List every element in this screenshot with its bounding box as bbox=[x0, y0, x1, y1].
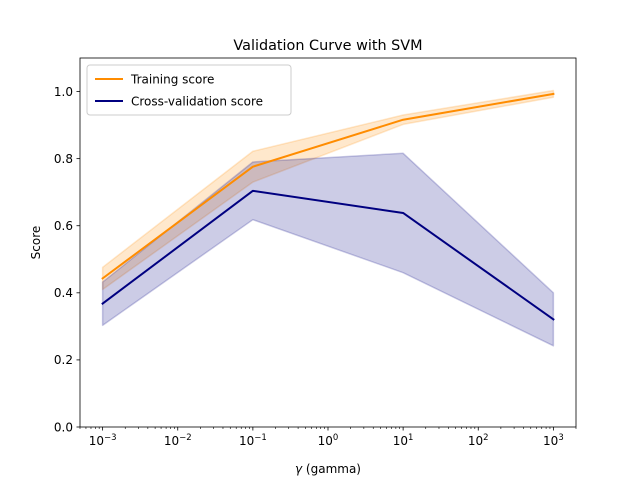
legend-label-0: Training score bbox=[130, 72, 214, 86]
x-tick-label-6: 103 bbox=[543, 433, 564, 448]
legend-label-1: Cross-validation score bbox=[131, 94, 263, 108]
legend-box bbox=[86, 64, 292, 116]
x-axis: 10−3 10−2 10−1 100 101 102 103 bbox=[79, 427, 577, 448]
y-tick-label-2: 0.4 bbox=[54, 286, 73, 300]
legend: Training score Cross-validation score bbox=[86, 64, 292, 116]
x-tick-label-base: 10 bbox=[318, 434, 333, 448]
score-line-series-1 bbox=[101, 189, 555, 321]
x-tick-label-2: 10−1 bbox=[239, 433, 267, 448]
x-tick-label-exponent: 1 bbox=[408, 433, 413, 443]
x-tick-label-exponent: 0 bbox=[333, 433, 338, 443]
y-axis: 0.0 0.2 0.4 0.6 0.8 1.0 bbox=[54, 85, 80, 434]
plot-area bbox=[101, 89, 555, 347]
y-tick-label-5: 1.0 bbox=[54, 85, 73, 99]
x-tick-label-base: 10 bbox=[468, 434, 483, 448]
score-line-series-0 bbox=[101, 92, 555, 280]
y-tick-label-0: 0.0 bbox=[54, 420, 73, 434]
x-tick-label-exponent: 3 bbox=[558, 433, 563, 443]
x-tick-label-5: 102 bbox=[468, 433, 489, 448]
x-tick-label-3: 100 bbox=[318, 433, 339, 448]
x-tick-label-0: 10−3 bbox=[89, 433, 117, 448]
score-band-series-1 bbox=[101, 152, 555, 347]
x-axis-label-symbol: γ bbox=[295, 462, 303, 476]
y-tick-label-1: 0.2 bbox=[54, 353, 73, 367]
x-tick-label-exponent: −2 bbox=[179, 433, 192, 443]
y-tick-label-3: 0.6 bbox=[54, 219, 73, 233]
x-tick-label-4: 101 bbox=[393, 433, 414, 448]
x-tick-label-base: 10 bbox=[393, 434, 408, 448]
x-tick-label-exponent: −1 bbox=[254, 433, 267, 443]
x-tick-label-exponent: 2 bbox=[483, 433, 488, 443]
y-axis-label: Score bbox=[29, 226, 43, 260]
x-tick-label-1: 10−2 bbox=[164, 433, 192, 448]
score-band-series-0 bbox=[101, 89, 555, 291]
x-tick-label-base: 10 bbox=[543, 434, 558, 448]
x-tick-label-base: 10 bbox=[164, 434, 179, 448]
x-tick-label-exponent: −3 bbox=[104, 433, 117, 443]
x-axis-label-text: (gamma) bbox=[302, 462, 361, 476]
x-tick-label-base: 10 bbox=[89, 434, 104, 448]
x-tick-label-base: 10 bbox=[239, 434, 254, 448]
chart-title: Validation Curve with SVM bbox=[233, 38, 422, 54]
x-axis-label: γ (gamma) bbox=[295, 462, 361, 476]
y-tick-label-4: 0.8 bbox=[54, 152, 73, 166]
plot-series-group bbox=[101, 89, 555, 347]
